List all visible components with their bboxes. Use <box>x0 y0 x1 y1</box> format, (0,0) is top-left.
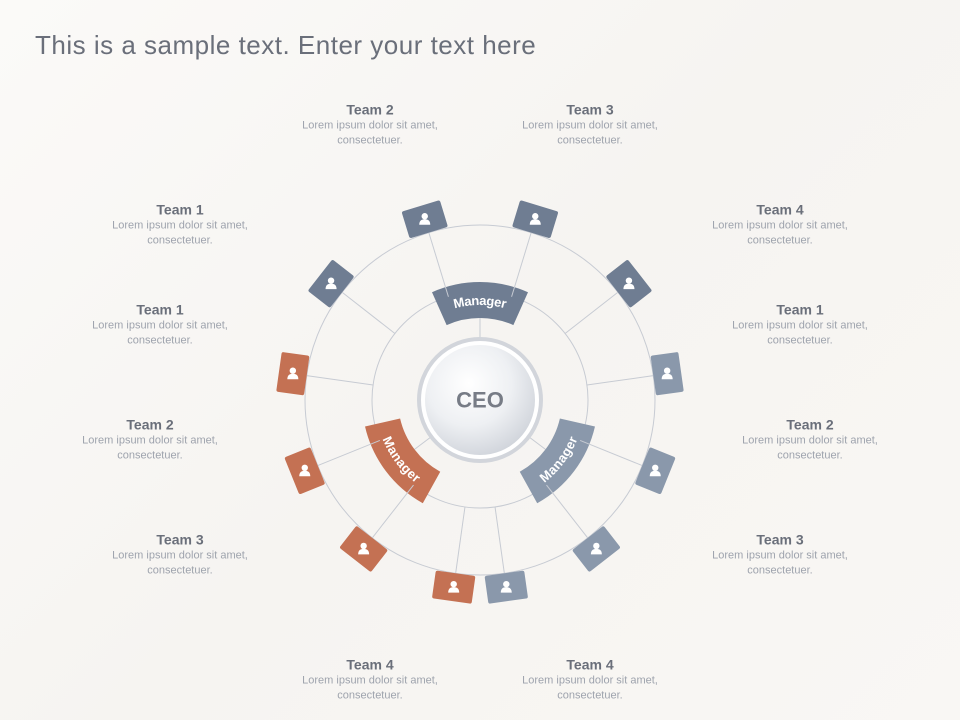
connector <box>565 292 618 333</box>
ceo-label: CEO <box>456 388 504 413</box>
connector <box>512 233 532 297</box>
connector <box>587 376 653 385</box>
radial-org-chart: ManagerManagerManagerCEO <box>0 0 960 720</box>
connector <box>307 376 373 385</box>
connector <box>318 440 380 465</box>
connector <box>546 485 587 538</box>
connector <box>372 485 413 538</box>
connector <box>456 507 465 573</box>
connector <box>580 440 642 465</box>
connector <box>342 292 395 333</box>
connector <box>495 507 504 573</box>
connector <box>429 233 449 297</box>
